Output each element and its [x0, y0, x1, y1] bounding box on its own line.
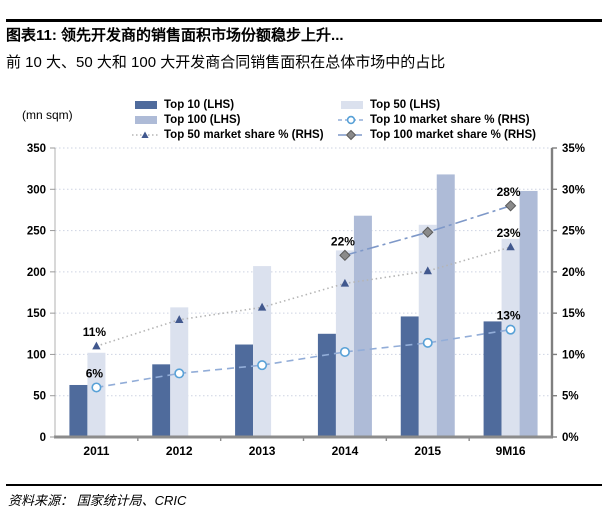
bar-9M16-top100: [519, 190, 538, 437]
line-line50: [96, 246, 511, 347]
marker-2014-line100: [339, 249, 351, 262]
data-label-9M16-line50: 23%: [497, 226, 521, 240]
left-axis-tick: 200: [27, 267, 46, 279]
x-axis-label-9M16: 9M16: [496, 444, 526, 458]
right-axis-tick: 35%: [562, 143, 585, 155]
legend-item-top50-bar: Top 50 (LHS): [337, 99, 536, 111]
right-axis-tick: 5%: [562, 391, 579, 403]
bar-2014-top100: [353, 215, 372, 437]
right-axis-tick: 30%: [562, 184, 585, 196]
markers-line10: [91, 324, 516, 393]
figure-subtitle: 前 10 大、50 大和 100 大开发商合同销售面积在总体市场中的占比: [6, 54, 446, 71]
legend-label: Top 100 (LHS): [164, 114, 241, 126]
left-axis-tick: 150: [27, 308, 46, 320]
bar-2013-top10: [235, 344, 254, 437]
bar-series-top50: [87, 224, 520, 437]
left-axis-unit-label: (mn sqm): [22, 108, 73, 122]
bar-swatch-icon: [341, 101, 363, 109]
dashdot-diamond-icon: [338, 129, 365, 141]
legend-item-top10-line: Top 10 market share % (RHS): [337, 114, 536, 126]
left-axis-tick: 50: [33, 391, 46, 403]
marker-2015-line50: [423, 266, 432, 275]
marker-9M16-line10: [505, 324, 516, 335]
right-axis-tick: 15%: [562, 308, 585, 320]
gridlines: [55, 147, 552, 397]
bar-2011-top10: [69, 384, 88, 437]
marker-2013-line10: [257, 360, 268, 371]
marker-2011-line10: [91, 382, 102, 393]
data-label-9M16-line100: 28%: [497, 185, 521, 199]
x-axis-label-2015: 2015: [414, 444, 441, 458]
axes: [50, 147, 557, 441]
bar-2014-top10: [317, 333, 336, 437]
bar-9M16-top10: [483, 321, 502, 437]
dash-circle-icon: [338, 115, 365, 125]
line-line10: [96, 328, 511, 389]
bar-2012-top10: [152, 364, 171, 437]
marker-2014-line10: [339, 346, 350, 357]
source-note: 资料来源： 国家统计局、CRIC: [8, 493, 187, 508]
markers-line50: [92, 242, 515, 350]
right-axis-tick: 10%: [562, 349, 585, 361]
bar-2015-top100: [436, 174, 455, 437]
right-axis-tick: 20%: [562, 267, 585, 279]
footer-divider: [6, 484, 602, 486]
chart-legend: Top 10 (LHS) Top 50 (LHS) Top 100 (LHS) …: [131, 99, 536, 141]
left-axis-tick: 300: [27, 184, 46, 196]
figure-title: 图表11: 领先开发商的销售面积市场份额稳步上升...: [6, 27, 344, 44]
x-axis-label-2013: 2013: [249, 444, 276, 458]
legend-label: Top 10 (LHS): [164, 99, 235, 111]
dot-triangle-icon: [132, 131, 159, 138]
combo-chart: 6% 13% 11% 23% 22% 28% 0 50 100 150 200 250 300 350 0%…: [22, 108, 585, 458]
x-axis-label-2012: 2012: [166, 444, 193, 458]
bar-2015-top10: [400, 316, 419, 437]
bar-2014-top50: [335, 250, 354, 437]
bar-swatch-icon: [135, 101, 157, 109]
bar-9M16-top50: [501, 238, 520, 437]
marker-2015-line100: [422, 226, 434, 238]
marker-9M16-line50: [506, 242, 515, 251]
marker-9M16-line100: [504, 200, 517, 212]
legend-label: Top 50 market share % (RHS): [164, 129, 324, 141]
data-label-9M16-line10: 13%: [497, 309, 521, 323]
data-label-2011-line50: 11%: [83, 325, 107, 339]
legend-item-top50-line: Top 50 market share % (RHS): [131, 129, 337, 141]
data-label-2011-line10: 6%: [86, 366, 104, 380]
bar-swatch-icon: [135, 116, 157, 124]
legend-item-top100-bar: Top 100 (LHS): [131, 114, 337, 126]
x-axis-label-2011: 2011: [83, 444, 109, 458]
bar-2011-top50: [87, 352, 106, 437]
right-axis-tick: 0%: [562, 432, 579, 444]
marker-2011-line50: [92, 341, 101, 350]
header-divider: [6, 19, 602, 22]
data-label-2014-line100: 22%: [331, 234, 355, 248]
left-axis-tick: 250: [27, 226, 46, 238]
left-axis-tick: 100: [27, 349, 46, 361]
marker-2013-line50: [257, 302, 267, 311]
x-axis-label-2014: 2014: [332, 444, 359, 458]
markers-line100: [339, 200, 517, 262]
bar-2015-top50: [418, 224, 437, 437]
right-axis-tick: 25%: [562, 226, 585, 238]
bar-series-top10: [69, 316, 502, 437]
marker-2014-line50: [340, 278, 350, 287]
bar-series-top100: [353, 174, 538, 437]
bar-2013-top50: [253, 266, 272, 437]
marker-2012-line10: [174, 368, 185, 379]
legend-item-top10-bar: Top 10 (LHS): [131, 99, 337, 111]
legend-item-top100-line: Top 100 market share % (RHS): [337, 129, 536, 141]
legend-label: Top 100 market share % (RHS): [370, 129, 536, 141]
marker-2015-line10: [422, 337, 433, 348]
left-axis-tick: 0: [40, 432, 46, 444]
marker-2012-line50: [175, 315, 184, 323]
legend-label: Top 10 market share % (RHS): [370, 114, 530, 126]
legend-label: Top 50 (LHS): [370, 99, 441, 111]
left-axis-tick: 350: [27, 143, 46, 155]
